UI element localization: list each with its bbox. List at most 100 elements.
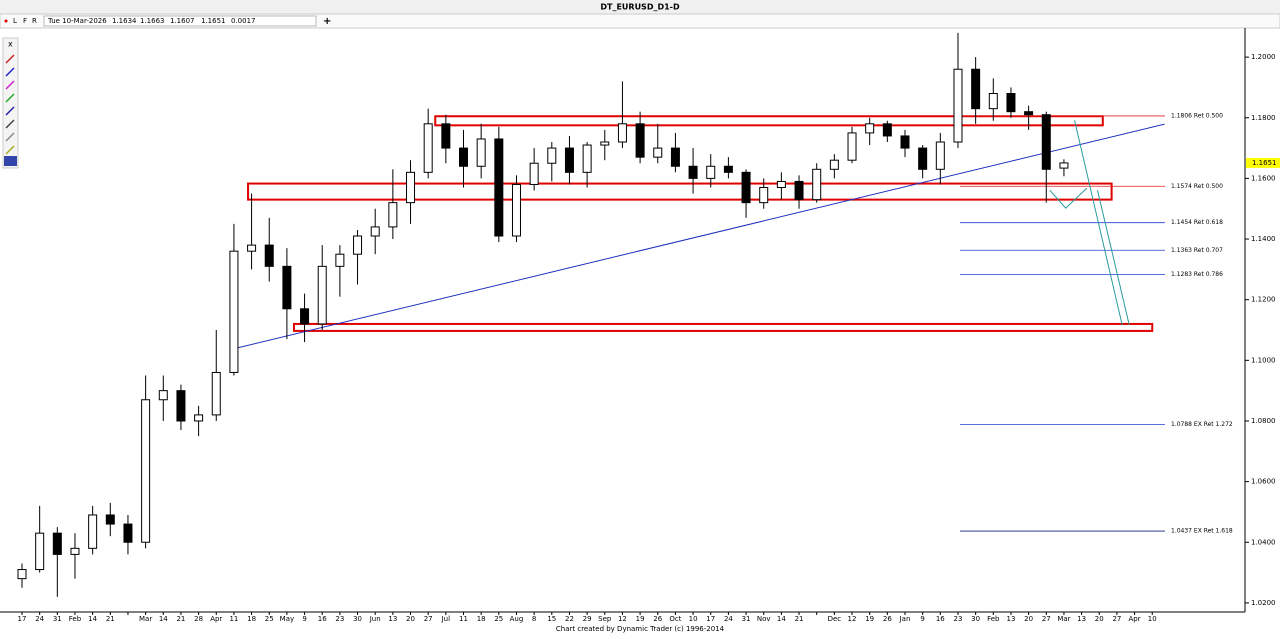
candle-body [988, 92, 998, 110]
x-tick-label: 11 [459, 615, 468, 623]
last-price-tag [1246, 157, 1280, 168]
quote-bar [0, 13, 1280, 29]
x-tick-label: Jun [369, 615, 381, 623]
candle-body [865, 123, 875, 134]
candle-body [1059, 162, 1069, 169]
toolbar-button[interactable]: L [13, 17, 17, 25]
x-tick-label: 18 [477, 615, 486, 623]
y-tick-label: 1.1600 [1251, 174, 1276, 182]
x-tick-label: Feb [69, 615, 82, 623]
quote-value: 1.1607 [170, 17, 195, 25]
x-tick-label: 29 [583, 615, 592, 623]
x-tick-label: 18 [247, 615, 256, 623]
candle-body [529, 162, 539, 185]
candle-body [423, 123, 433, 173]
x-tick-label: Mar [1057, 615, 1070, 623]
candle-body [547, 147, 557, 164]
x-tick-label: 27 [1112, 615, 1121, 623]
candle-body [564, 147, 574, 173]
x-tick-label: 27 [1042, 615, 1051, 623]
candle-body [388, 202, 398, 228]
zone [247, 182, 1113, 201]
x-tick-label: 14 [159, 615, 168, 623]
x-tick-label: 23 [335, 615, 344, 623]
trendline [237, 123, 1165, 349]
x-tick-label: 20 [1024, 615, 1033, 623]
candle-body [441, 123, 451, 149]
candle-body [17, 569, 27, 580]
add-button[interactable]: + [323, 16, 331, 27]
candle-body [141, 399, 151, 543]
y-tick-label: 1.1400 [1251, 235, 1276, 243]
candle-body [300, 308, 310, 325]
x-tick-label: 12 [618, 615, 627, 623]
x-tick-label: 17 [18, 615, 27, 623]
quote-value: 1.1663 [140, 17, 165, 25]
candle-body [794, 180, 804, 201]
candle-body [247, 244, 257, 252]
candle-body [670, 147, 680, 167]
candle-body [971, 68, 981, 110]
x-tick-label: 22 [565, 615, 574, 623]
x-tick-label: Nov [757, 615, 771, 623]
x-tick-label: 8 [532, 615, 536, 623]
x-tick-label: Sep [598, 615, 612, 623]
fib-label: 1.1806 Ret 0.500 [1171, 112, 1223, 119]
x-tick-label: Apr [210, 615, 222, 623]
x-tick-label: Oct [669, 615, 681, 623]
last-price-label: 1.1651 [1252, 159, 1277, 167]
y-tick-label: 1.0800 [1251, 417, 1276, 425]
x-tick-label: 19 [636, 615, 645, 623]
quote-value: Tue 10-Mar-2026 [47, 17, 107, 25]
quote-value: 1.1651 [201, 17, 226, 25]
projection [1097, 190, 1130, 326]
status-dot [4, 19, 8, 23]
candle-body [829, 159, 839, 170]
quote-box [43, 15, 317, 27]
candle-body [653, 147, 663, 158]
candle-body [476, 138, 486, 167]
projection [1049, 187, 1088, 209]
x-tick-label: 27 [424, 615, 433, 623]
candle-body [935, 141, 945, 170]
candle-body [706, 165, 716, 179]
x-tick-label: 26 [883, 615, 892, 623]
x-tick-label: Mar [139, 615, 152, 623]
fib-label: 1.0437 EX Ret 1.618 [1171, 528, 1233, 535]
x-tick-label: 10 [689, 615, 698, 623]
y-tick-label: 1.0200 [1251, 599, 1276, 607]
candle-body [511, 183, 521, 237]
candle-body [723, 165, 733, 173]
x-tick-label: 24 [35, 615, 44, 623]
x-tick-label: Feb [987, 615, 1000, 623]
x-tick-label: 26 [653, 615, 662, 623]
drawing-toolbar: x [2, 37, 19, 169]
close-toolbar[interactable]: x [8, 40, 13, 49]
candle-body [600, 141, 610, 146]
x-tick-label: 15 [547, 615, 556, 623]
candle-body [88, 514, 98, 549]
x-tick-label: 13 [388, 615, 397, 623]
y-tick-label: 1.1000 [1251, 356, 1276, 364]
x-tick-label: 24 [724, 615, 733, 623]
fib-label: 1.1283 Ret 0.786 [1171, 271, 1223, 278]
candle-body [494, 138, 504, 237]
candle-body [1024, 111, 1034, 116]
candle-body [582, 144, 592, 173]
toolbar-button[interactable]: F [23, 17, 27, 25]
zone [292, 322, 1154, 332]
candle-body [741, 171, 751, 204]
x-tick-label: 21 [795, 615, 804, 623]
quote-value: 1.1634 [112, 17, 137, 25]
candle-body [353, 235, 363, 255]
x-tick-label: 23 [954, 615, 963, 623]
candle-body [158, 390, 168, 401]
x-tick-label: 30 [353, 615, 362, 623]
x-tick-label: 30 [971, 615, 980, 623]
candle-body [918, 147, 928, 170]
candle-body [900, 135, 910, 149]
toolbar-button[interactable]: R [32, 17, 37, 25]
candle-body [317, 265, 327, 325]
candle-body [882, 123, 892, 137]
x-tick-label: 20 [406, 615, 415, 623]
